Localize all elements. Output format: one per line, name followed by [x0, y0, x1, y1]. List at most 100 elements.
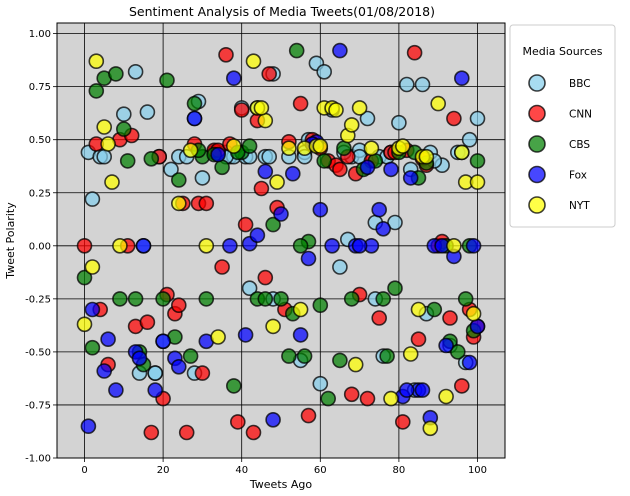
cnn-point: [198, 195, 215, 212]
y-axis-label: Tweet Polarity: [4, 202, 17, 280]
nyt-point: [96, 119, 112, 135]
fox-point: [131, 350, 148, 367]
nyt-point: [84, 259, 101, 275]
legend-label: Fox: [569, 170, 587, 182]
legend-item-bbc: BBC: [528, 74, 591, 92]
fox-point: [273, 206, 289, 222]
bbc-point: [84, 191, 101, 207]
fox-point: [402, 170, 419, 186]
bbc-point: [461, 131, 478, 148]
bbc-point: [414, 76, 431, 93]
y-tick-label: -0.25: [25, 294, 51, 305]
nyt-point: [328, 102, 344, 118]
cnn-point: [245, 424, 262, 441]
cbs-point: [336, 140, 352, 156]
cbs-point: [127, 291, 144, 307]
fox-point: [375, 221, 392, 237]
nyt-point: [418, 148, 435, 165]
cnn-point: [300, 407, 317, 424]
cnn-point: [261, 66, 278, 82]
legend-marker: [528, 196, 546, 214]
bbc-point: [241, 280, 258, 297]
fox-point: [108, 382, 124, 398]
fox-point: [351, 238, 368, 254]
cnn-point: [292, 95, 309, 112]
fox-point: [226, 70, 242, 86]
cbs-point: [257, 291, 274, 307]
nyt-point: [422, 420, 439, 437]
cbs-point: [108, 66, 124, 82]
fox-point: [171, 358, 187, 375]
fox-point: [265, 411, 281, 428]
legend-item-fox: Fox: [528, 165, 587, 184]
bbc-point: [332, 259, 348, 275]
cbs-point: [320, 390, 337, 407]
x-tick-label: 100: [468, 465, 487, 476]
nyt-point: [182, 142, 199, 159]
x-tick-label: 40: [235, 465, 248, 476]
x-axis-ticks: 0 20 40 60 80 100: [81, 458, 487, 476]
nyt-point: [257, 112, 274, 129]
cnn-point: [406, 44, 423, 61]
bbc-point: [469, 110, 486, 127]
fox-point: [398, 382, 415, 398]
fox-point: [292, 327, 309, 343]
cbs-point: [84, 339, 101, 356]
x-tick-label: 60: [314, 465, 327, 476]
bbc-point: [139, 104, 156, 120]
cbs-point: [426, 301, 443, 318]
cbs-point: [469, 153, 486, 169]
fox-point: [96, 363, 112, 379]
bbc-point: [398, 76, 415, 93]
fox-point: [80, 418, 97, 435]
cnn-point: [359, 390, 376, 407]
fox-point: [237, 327, 254, 343]
bbc-point: [163, 161, 179, 178]
nyt-point: [112, 238, 128, 254]
series-nyt: [76, 53, 486, 437]
fox-point: [324, 238, 340, 254]
cbs-point: [375, 291, 392, 307]
nyt-point: [469, 174, 486, 190]
fox-point: [332, 42, 348, 59]
y-tick-label: -0.50: [25, 347, 51, 358]
fox-point: [222, 238, 238, 254]
cnn-point: [233, 102, 250, 118]
fox-point: [100, 331, 116, 348]
nyt-point: [430, 95, 447, 112]
cbs-point: [241, 138, 258, 154]
fox-point: [147, 382, 163, 398]
fox-point: [465, 238, 482, 254]
y-tick-label: 0.50: [29, 135, 51, 146]
bbc-point: [116, 106, 132, 122]
fox-point: [359, 159, 376, 176]
cnn-point: [171, 297, 187, 314]
cnn-point: [394, 414, 411, 430]
cnn-point: [218, 46, 234, 63]
plot-frame: [56, 22, 506, 459]
bbc-point: [261, 148, 278, 165]
fox-point: [461, 354, 478, 371]
fox-point: [135, 238, 152, 254]
bbc-point: [312, 375, 329, 392]
cnn-point: [230, 414, 246, 430]
y-tick-label: -0.75: [25, 400, 51, 411]
nyt-point: [465, 305, 482, 322]
cbs-point: [265, 216, 281, 233]
nyt-point: [210, 329, 226, 345]
fox-point: [469, 318, 486, 335]
cnn-point: [237, 216, 254, 233]
chart-title: Sentiment Analysis of Media Tweets(01/08…: [129, 4, 435, 19]
nyt-point: [351, 100, 368, 116]
nyt-point: [253, 100, 270, 116]
nyt-point: [312, 138, 329, 154]
nyt-point: [347, 356, 364, 373]
y-axis-ticks: -1.00 -0.75 -0.50 -0.25 0.00 0.25 0.50 0.75 1.00: [25, 29, 57, 465]
y-tick-label: 1.00: [29, 29, 51, 40]
fox-point: [284, 165, 301, 182]
cbs-point: [312, 297, 329, 314]
cbs-point: [457, 291, 474, 307]
bbc-point: [127, 64, 144, 80]
legend-label: CNN: [569, 109, 592, 121]
